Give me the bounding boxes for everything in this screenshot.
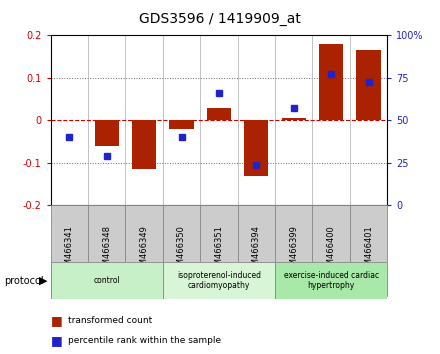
Text: isoproterenol-induced
cardiomyopathy: isoproterenol-induced cardiomyopathy <box>177 271 261 290</box>
Bar <box>275 205 312 296</box>
Bar <box>125 205 163 296</box>
Text: GSM466349: GSM466349 <box>139 225 149 276</box>
Bar <box>282 118 306 120</box>
Bar <box>319 44 343 120</box>
Bar <box>163 205 200 296</box>
Text: GSM466401: GSM466401 <box>364 225 373 276</box>
Bar <box>95 120 119 146</box>
Text: GSM466341: GSM466341 <box>65 225 74 276</box>
Text: protocol: protocol <box>4 275 44 286</box>
Text: GDS3596 / 1419909_at: GDS3596 / 1419909_at <box>139 12 301 27</box>
Bar <box>356 50 381 120</box>
Text: exercise-induced cardiac
hypertrophy: exercise-induced cardiac hypertrophy <box>283 271 379 290</box>
Bar <box>51 205 88 296</box>
Text: GSM466350: GSM466350 <box>177 225 186 276</box>
Bar <box>244 120 268 176</box>
Text: ■: ■ <box>51 314 62 327</box>
Text: GSM466394: GSM466394 <box>252 225 261 276</box>
Text: percentile rank within the sample: percentile rank within the sample <box>68 336 221 345</box>
Bar <box>51 262 163 299</box>
Text: transformed count: transformed count <box>68 316 152 325</box>
Bar <box>200 205 238 296</box>
Text: GSM466399: GSM466399 <box>289 225 298 276</box>
Bar <box>207 108 231 120</box>
Text: GSM466400: GSM466400 <box>326 225 336 276</box>
Text: GSM466348: GSM466348 <box>102 225 111 276</box>
Bar <box>275 262 387 299</box>
Bar <box>88 205 125 296</box>
Bar <box>238 205 275 296</box>
Bar <box>312 205 350 296</box>
Text: control: control <box>93 276 120 285</box>
Text: ■: ■ <box>51 334 62 347</box>
Text: GSM466351: GSM466351 <box>214 225 224 276</box>
Bar <box>350 205 387 296</box>
Bar <box>132 120 156 169</box>
Bar <box>169 120 194 129</box>
Bar <box>163 262 275 299</box>
Text: ▶: ▶ <box>39 275 48 286</box>
